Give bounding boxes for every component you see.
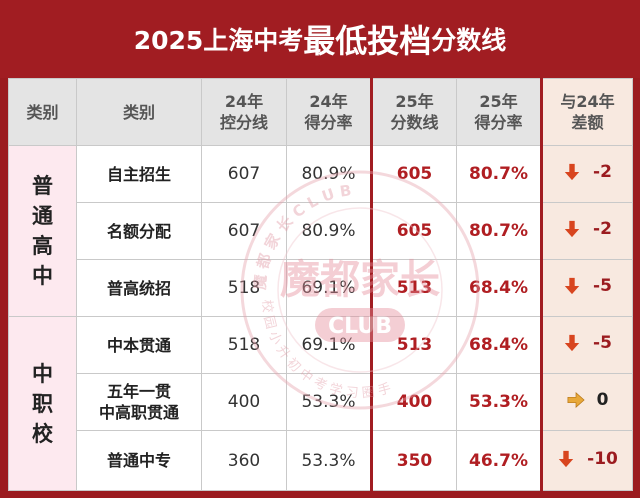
table-row: 普通高中自主招生 607 80.9% 605 80.7% -2 [8, 145, 633, 317]
header-rate25: 25年 得分率 [456, 78, 543, 146]
arrow-down-icon [558, 450, 574, 467]
rate-24: 53.3% [286, 373, 372, 431]
rate-24: 80.9% [286, 145, 372, 203]
score-table: 类别 类别 24年 控分线 24年 得分率 25年 分数线 25年 得分率 与24年 差额… [8, 78, 633, 491]
score-25: 605 [370, 145, 457, 203]
score-24: 360 [201, 430, 287, 491]
score-25: 605 [370, 202, 457, 260]
diff-cell: -10 [541, 430, 633, 491]
header-row: 类别 类别 24年 控分线 24年 得分率 25年 分数线 25年 得分率 与24年 差额 [8, 78, 633, 146]
arrow-down-icon [564, 220, 580, 238]
arrow-down-icon [564, 163, 580, 181]
diff-cell: -2 [541, 202, 633, 260]
rate-24: 69.1% [286, 259, 372, 317]
table-row: 中职校中本贯通 518 69.1% 513 68.4% -5 [8, 316, 633, 491]
rate-25: 80.7% [456, 202, 543, 260]
title-bar: 2025上海中考 最低投档 分数线 [0, 0, 640, 78]
score-25: 513 [370, 316, 457, 374]
header-score24: 24年 控分线 [201, 78, 287, 146]
rate-25: 80.7% [456, 145, 543, 203]
arrow-down-icon [564, 334, 580, 352]
header-rate24: 24年 得分率 [286, 78, 372, 146]
row-type: 五年一贯 中高职贯通 [76, 373, 202, 431]
row-type: 普高统招 [76, 259, 202, 317]
row-type: 普通中专 [76, 430, 202, 491]
title-part-1: 2025上海中考 [133, 26, 304, 55]
score-25: 513 [370, 259, 457, 317]
score-25: 400 [370, 373, 457, 431]
rate-25: 46.7% [456, 430, 543, 491]
title-part-2: 最低投档 [303, 22, 432, 60]
diff-cell: -5 [541, 259, 633, 317]
score-24: 518 [201, 259, 287, 317]
rate-24: 53.3% [286, 430, 372, 491]
row-type: 名额分配 [76, 202, 202, 260]
score-24: 400 [201, 373, 287, 431]
score-25: 350 [370, 430, 457, 491]
diff-cell: -5 [541, 316, 633, 374]
score-24: 518 [201, 316, 287, 374]
rate-24: 80.9% [286, 202, 372, 260]
header-diff: 与24年 差额 [541, 78, 633, 146]
diff-value: -2 [593, 162, 612, 182]
header-score25: 25年 分数线 [370, 78, 457, 146]
group-general-high: 普通高中 [8, 145, 77, 317]
diff-value: -10 [587, 448, 618, 469]
table-row: 名额分配 607 80.9% 605 80.7% -2 [9, 202, 633, 260]
rate-24: 69.1% [286, 316, 372, 374]
diff-value: -5 [593, 333, 612, 353]
rate-25: 53.3% [456, 373, 543, 431]
table-row: 普通中专 360 53.3% 350 46.7% -10 [9, 430, 633, 491]
title-part-3: 分数线 [431, 26, 507, 55]
row-type: 自主招生 [76, 145, 202, 203]
header-type: 类别 [76, 78, 202, 146]
rate-25: 68.4% [456, 259, 543, 317]
diff-value: -5 [593, 276, 612, 296]
rate-25: 68.4% [456, 316, 543, 374]
score-24: 607 [201, 145, 287, 203]
diff-value: 0 [596, 390, 609, 410]
score-24: 607 [201, 202, 287, 260]
diff-cell: 0 [541, 373, 633, 431]
diff-cell: -2 [541, 145, 633, 203]
table-row: 普高统招 518 69.1% 513 68.4% -5 [9, 259, 633, 317]
diff-value: -2 [593, 219, 612, 239]
group-vocational: 中职校 [8, 316, 77, 491]
table-row: 五年一贯 中高职贯通 400 53.3% 400 53.3% 0 [9, 373, 633, 431]
header-category: 类别 [8, 78, 77, 146]
arrow-down-icon [564, 277, 580, 295]
arrow-right-icon [567, 391, 585, 409]
row-type: 中本贯通 [76, 316, 202, 374]
